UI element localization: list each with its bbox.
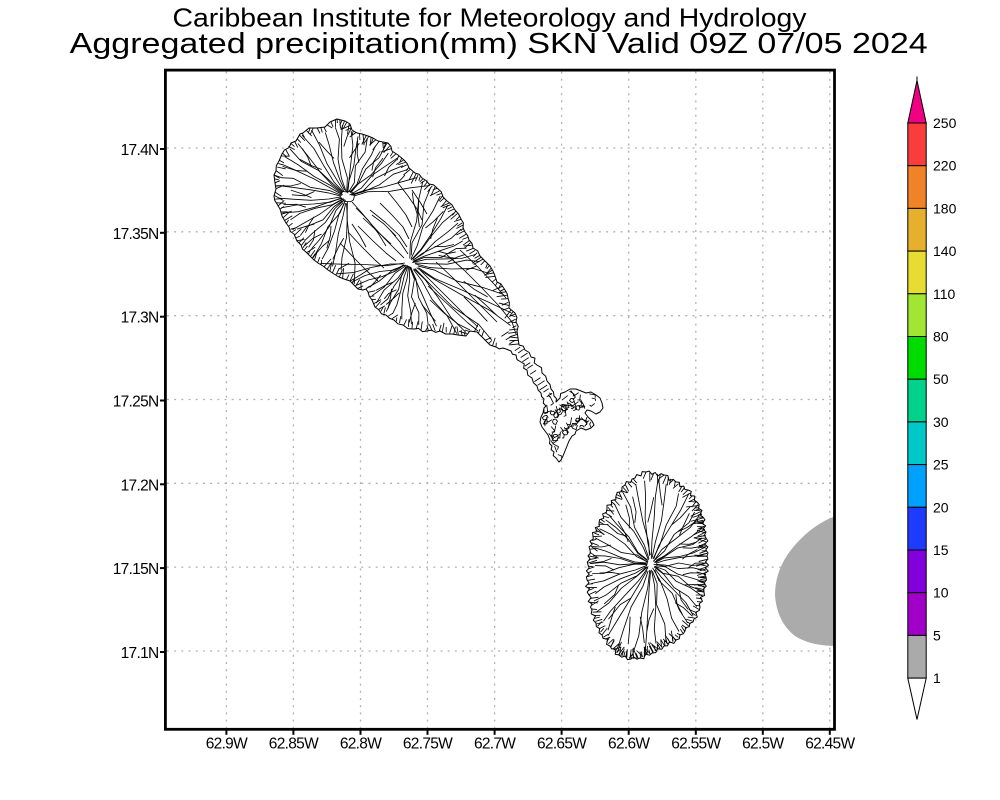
svg-text:17.35N: 17.35N bbox=[113, 226, 159, 243]
svg-text:80: 80 bbox=[933, 329, 949, 345]
svg-text:30: 30 bbox=[933, 414, 949, 430]
svg-text:25: 25 bbox=[933, 457, 949, 473]
svg-text:62.7W: 62.7W bbox=[474, 736, 516, 753]
svg-text:50: 50 bbox=[933, 371, 949, 387]
svg-text:62.45W: 62.45W bbox=[805, 736, 855, 753]
svg-text:180: 180 bbox=[933, 200, 957, 216]
svg-text:17.4N: 17.4N bbox=[121, 142, 159, 159]
svg-text:17.3N: 17.3N bbox=[121, 310, 159, 327]
svg-text:20: 20 bbox=[933, 499, 949, 515]
svg-text:62.5W: 62.5W bbox=[742, 736, 784, 753]
svg-text:250: 250 bbox=[933, 115, 957, 131]
svg-text:Aggregated precipitation(mm) S: Aggregated precipitation(mm) SKN Valid 0… bbox=[70, 28, 928, 60]
svg-text:Caribbean Institute for Meteor: Caribbean Institute for Meteorology and … bbox=[173, 3, 807, 33]
svg-text:62.75W: 62.75W bbox=[403, 736, 453, 753]
svg-text:62.8W: 62.8W bbox=[340, 736, 382, 753]
svg-text:62.6W: 62.6W bbox=[608, 736, 650, 753]
svg-text:62.85W: 62.85W bbox=[269, 736, 319, 753]
svg-text:17.2N: 17.2N bbox=[121, 477, 159, 494]
svg-text:5: 5 bbox=[933, 627, 941, 643]
svg-text:62.65W: 62.65W bbox=[537, 736, 587, 753]
svg-text:62.9W: 62.9W bbox=[206, 736, 248, 753]
svg-text:62.55W: 62.55W bbox=[671, 736, 721, 753]
svg-text:17.15N: 17.15N bbox=[113, 561, 159, 578]
svg-text:220: 220 bbox=[933, 158, 957, 174]
svg-text:15: 15 bbox=[933, 542, 949, 558]
svg-text:17.1N: 17.1N bbox=[121, 645, 159, 662]
svg-text:1: 1 bbox=[933, 670, 941, 686]
svg-text:10: 10 bbox=[933, 585, 949, 601]
svg-text:140: 140 bbox=[933, 243, 957, 259]
svg-text:17.25N: 17.25N bbox=[113, 394, 159, 411]
svg-text:110: 110 bbox=[933, 286, 956, 302]
